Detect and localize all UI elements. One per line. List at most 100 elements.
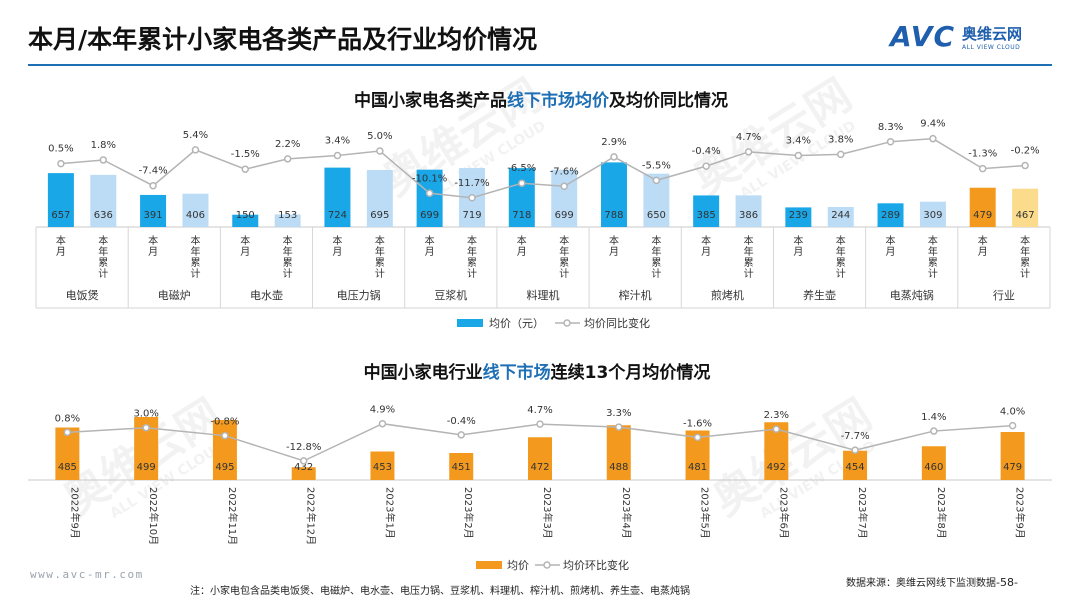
chart1-xtick-char: 本 bbox=[190, 234, 200, 247]
chart1-bar bbox=[600, 162, 627, 227]
chart2-bar bbox=[55, 427, 80, 480]
chart1-xtick-char: 本 bbox=[425, 234, 435, 247]
chart2-bar-value: 499 bbox=[137, 462, 156, 473]
chart1-xtick-char: 计 bbox=[928, 267, 938, 280]
chart1-change-point bbox=[560, 182, 568, 191]
chart1-bar-value: 657 bbox=[51, 210, 70, 221]
chart1-xtick-char: 计 bbox=[467, 267, 477, 280]
chart2-xtick-label: 2022年10月 bbox=[147, 487, 160, 545]
chart1-bar-value: 406 bbox=[186, 210, 205, 221]
chart1-bar-value: 153 bbox=[278, 210, 297, 221]
chart1-change-point bbox=[241, 165, 250, 173]
chart1-change-point bbox=[333, 151, 342, 160]
chart2-xtick-label: 2023年9月 bbox=[1014, 487, 1027, 539]
chart2-change-label: -12.8% bbox=[286, 442, 321, 453]
chart1-change-label: -1.5% bbox=[231, 149, 260, 160]
chart2-xtick-label: 2023年8月 bbox=[935, 487, 948, 539]
chart1-xtick-char: 本 bbox=[928, 234, 938, 247]
chart1-bar-value: 467 bbox=[1016, 210, 1035, 221]
chart2-change-point bbox=[299, 457, 308, 465]
chart1-bar-value: 695 bbox=[370, 210, 389, 221]
chart2-bar-value: 479 bbox=[1003, 462, 1022, 473]
chart1-bar bbox=[785, 207, 812, 227]
chart2-xtick-label: 2023年7月 bbox=[856, 487, 869, 539]
chart2-bar-value: 485 bbox=[58, 462, 77, 473]
chart1-xtick-char: 累 bbox=[928, 257, 938, 269]
chart1-change-point bbox=[929, 134, 937, 143]
website-text: www.avc-mr.com bbox=[30, 568, 144, 581]
chart1-xtick-char: 月 bbox=[886, 246, 896, 258]
chart1-xtick-char: 本 bbox=[651, 234, 661, 247]
chart1-bar-value: 719 bbox=[462, 210, 481, 221]
chart1-change-point bbox=[744, 148, 753, 156]
chart1-bar bbox=[182, 193, 209, 227]
chart2-bar-value: 495 bbox=[215, 462, 234, 473]
page-number: -58- bbox=[996, 576, 1018, 589]
chart2-legend-bar-label: 均价 bbox=[507, 559, 529, 572]
chart1-bar-value: 699 bbox=[420, 210, 439, 221]
chart1-change-point bbox=[57, 159, 65, 168]
chart2-bar-value: 492 bbox=[767, 462, 786, 473]
chart1-xtick-char: 月 bbox=[609, 246, 619, 258]
chart1-xtick-char: 本 bbox=[793, 234, 803, 247]
chart2-change-point bbox=[851, 446, 859, 454]
chart1-bar-value: 150 bbox=[236, 210, 255, 221]
chart1-bar-value: 244 bbox=[831, 210, 850, 221]
chart1-bar bbox=[693, 195, 720, 227]
chart1-xtick-char: 本 bbox=[886, 234, 896, 247]
chart1-xtick-char: 月 bbox=[56, 246, 66, 258]
chart1-change-point bbox=[836, 150, 845, 159]
chart1-change-label: 3.4% bbox=[325, 135, 350, 146]
chart1-change-point bbox=[610, 153, 618, 161]
chart1-category-label: 养生壶 bbox=[803, 288, 836, 302]
chart1-category-label: 榨汁机 bbox=[619, 288, 652, 302]
chart1-category-label: 电饭煲 bbox=[66, 289, 99, 302]
chart2-title-part: 连续13个月均价情况 bbox=[551, 362, 711, 383]
chart2-change-label: 2.3% bbox=[764, 410, 789, 421]
chart2-bar bbox=[921, 446, 946, 480]
source-text: 数据来源：奥维云网线下监测数据 bbox=[846, 578, 996, 589]
chart2-legend-line-label: 均价环比变化 bbox=[563, 558, 629, 572]
chart1-xtick-char: 月 bbox=[517, 246, 527, 258]
chart1-xtick-char: 年 bbox=[375, 245, 385, 258]
chart1-xtick-char: 累 bbox=[559, 257, 569, 269]
chart1-category-label: 电水壶 bbox=[250, 288, 283, 302]
chart1-xtick-char: 累 bbox=[467, 257, 477, 269]
chart2-change-label: -0.8% bbox=[210, 417, 239, 428]
chart1-xtick-char: 年 bbox=[98, 245, 108, 258]
chart2-change-label: 0.8% bbox=[55, 413, 80, 424]
chart2-change-point bbox=[221, 431, 229, 440]
chart1-xtick-char: 计 bbox=[651, 267, 661, 280]
chart1-bar-value: 309 bbox=[923, 210, 942, 221]
logo-name-en: ALL VIEW CLOUD bbox=[962, 44, 1021, 51]
chart1-xtick-char: 累 bbox=[283, 257, 293, 269]
chart1-bar-value: 788 bbox=[604, 210, 623, 221]
chart1-category-label: 电压力锅 bbox=[337, 289, 381, 302]
chart1-bar bbox=[877, 203, 904, 227]
chart1-xtick-char: 月 bbox=[701, 246, 711, 258]
chart2-bar-value: 451 bbox=[452, 462, 471, 473]
chart1-bar bbox=[919, 201, 946, 227]
chart1-category-label: 电蒸炖锅 bbox=[890, 289, 934, 302]
chart1-bar bbox=[47, 173, 74, 227]
chart2-bar-value: 454 bbox=[846, 462, 865, 473]
footnote: 注：小家电包含品类电饭煲、电磁炉、电水壶、电压力锅、豆浆机、料理机、榨汁机、煎烤… bbox=[190, 586, 690, 597]
chart2-title: 中国小家电行业线下市场连续13个月均价情况 bbox=[364, 362, 711, 383]
chart1-bar bbox=[232, 214, 259, 227]
chart1-change-point bbox=[191, 146, 200, 154]
chart1-category-label: 煎烤机 bbox=[711, 288, 744, 302]
chart2-legend-line-marker bbox=[543, 561, 551, 569]
chart1-bar bbox=[324, 167, 351, 227]
chart1-bar-value: 391 bbox=[144, 210, 163, 221]
chart2-xtick-label: 2023年3月 bbox=[541, 487, 554, 539]
chart1-bar bbox=[140, 194, 167, 227]
chart1-change-label: 2.9% bbox=[601, 137, 626, 148]
chart1-change-point bbox=[886, 138, 895, 146]
chart2-change-label: 3.0% bbox=[133, 409, 158, 420]
chart1-change-label: -0.2% bbox=[1011, 146, 1040, 157]
chart1-xtick-char: 年 bbox=[1020, 245, 1030, 258]
page-title: 本月/本年累计小家电各类产品及行业均价情况 bbox=[28, 25, 538, 54]
chart1-change-label: -6.5% bbox=[507, 163, 536, 174]
